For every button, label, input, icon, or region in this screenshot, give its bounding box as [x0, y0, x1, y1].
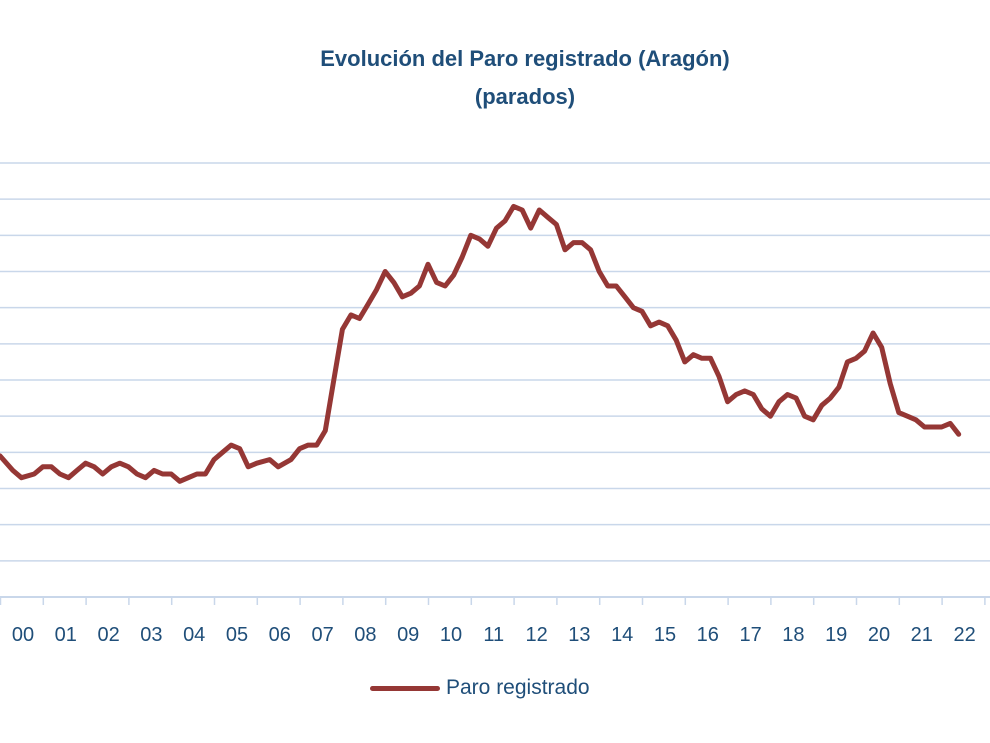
- x-tick-label: 09: [397, 624, 419, 646]
- x-tick-label: 00: [12, 624, 34, 646]
- x-tick-label: 06: [269, 624, 291, 646]
- x-tick-label: 01: [55, 624, 77, 646]
- series-layer: [0, 203, 962, 484]
- line-chart: 00 01 02 03 04 05 06 07 08 09 10 11 12 13 14 15 16 17 18 19…: [0, 162, 990, 646]
- chart-title-block: Evolución del Paro registrado (Aragón) (…: [0, 40, 990, 116]
- x-tick-label: 07: [311, 624, 333, 646]
- x-tick-label: 21: [911, 624, 933, 646]
- x-tick-label: 16: [697, 624, 719, 646]
- legend-swatch: [370, 685, 440, 691]
- x-tick-label: 17: [739, 624, 761, 646]
- series-line: [0, 203, 962, 484]
- x-tick-label: 03: [140, 624, 162, 646]
- x-tick-label: 02: [97, 624, 119, 646]
- x-tick-label: 19: [825, 624, 847, 646]
- legend: Paro registrado: [0, 676, 990, 716]
- x-tick-label: 20: [868, 624, 890, 646]
- x-tick-label: 15: [654, 624, 676, 646]
- x-tick-label: 04: [183, 624, 205, 646]
- x-tick-label: 18: [782, 624, 804, 646]
- x-tick-label: 05: [226, 624, 248, 646]
- x-tick-label: 08: [354, 624, 376, 646]
- x-tick-label: 10: [440, 624, 462, 646]
- x-tick-label: 12: [525, 624, 547, 646]
- x-tick-label: 14: [611, 624, 633, 646]
- x-tick-label: 13: [568, 624, 590, 646]
- chart-title: Evolución del Paro registrado (Aragón): [320, 46, 730, 71]
- legend-label: Paro registrado: [446, 676, 590, 699]
- x-tick-label: 11: [483, 624, 504, 646]
- x-axis: 00 01 02 03 04 05 06 07 08 09 10 11 12 13 14 15 16 17 18 19…: [0, 597, 986, 646]
- chart-subtitle: (parados): [474, 84, 576, 109]
- x-tick-label: 22: [953, 624, 975, 646]
